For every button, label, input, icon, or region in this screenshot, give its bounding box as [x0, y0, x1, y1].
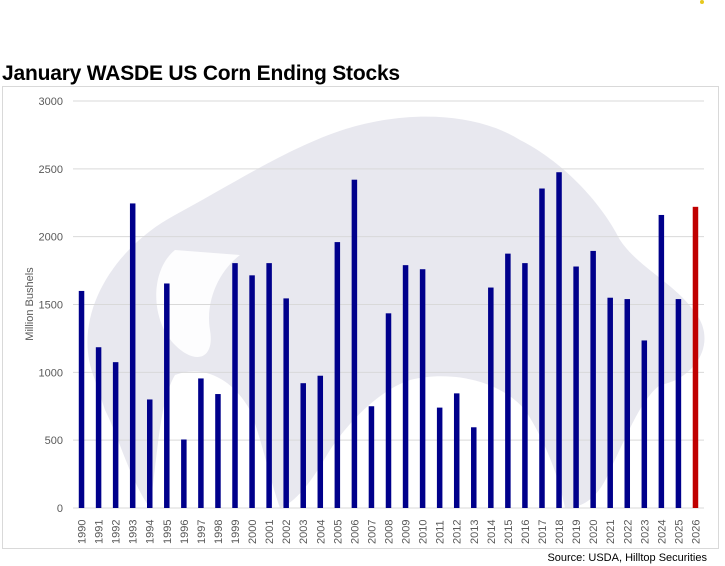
x-tick-label: 2026	[690, 520, 702, 544]
bar-2005	[334, 242, 341, 509]
bar-2015	[505, 253, 511, 508]
x-tick-label: 1990	[77, 520, 89, 544]
bar-2002	[283, 298, 289, 508]
x-tick-label: 2021	[605, 520, 617, 544]
y-tick-label: 2500	[39, 164, 63, 176]
bar-1990	[78, 290, 85, 508]
x-tick-label: 2020	[588, 520, 600, 544]
bar-2008	[385, 313, 392, 508]
x-tick-label: 2014	[486, 520, 498, 544]
bull-silhouette-icon	[87, 116, 705, 508]
source-note: Source: USDA, Hilltop Securities	[547, 552, 707, 564]
x-tick-label: 2002	[281, 520, 293, 544]
bar-1994	[146, 399, 153, 508]
bar-1999	[232, 263, 238, 508]
x-tick-label: 1995	[162, 520, 174, 544]
bar-2022	[624, 299, 631, 508]
x-tick-label: 2022	[622, 520, 634, 544]
bar-2000	[249, 275, 255, 508]
y-tick-label: 2000	[39, 232, 63, 244]
bar-2016	[522, 263, 528, 508]
x-tick-label: 2000	[247, 520, 259, 544]
x-tick-label: 2013	[469, 520, 481, 544]
bar-2007	[368, 406, 375, 508]
bar-1995	[164, 283, 170, 508]
bar-2026	[692, 206, 699, 508]
bar-1991	[95, 347, 102, 508]
corner-dot	[700, 0, 704, 4]
x-tick-label: 2016	[520, 520, 532, 544]
x-tick-label: 2010	[418, 520, 430, 544]
bar-2021	[607, 297, 613, 508]
bar-2006	[351, 179, 358, 509]
y-tick-label: 3000	[39, 96, 63, 108]
y-axis-label: Million Bushels	[24, 267, 36, 341]
bar-1992	[112, 362, 119, 508]
bar-1998	[215, 394, 221, 508]
bar-2004	[317, 375, 324, 508]
bar-1996	[181, 439, 187, 508]
x-tick-label: 1994	[145, 520, 157, 544]
bar-2024	[658, 214, 665, 508]
bar-2018	[556, 172, 562, 508]
bar-1993	[129, 203, 136, 508]
bar-2020	[590, 250, 596, 508]
bar-2013	[471, 427, 477, 508]
x-tick-label: 2017	[537, 520, 549, 544]
x-tick-label: 1993	[128, 520, 140, 544]
x-tick-label: 2015	[503, 520, 515, 544]
x-tick-label: 2019	[571, 520, 583, 544]
y-tick-label: 0	[57, 503, 63, 515]
x-tick-label: 1997	[196, 520, 208, 544]
bar-2003	[300, 383, 306, 508]
bar-2009	[402, 265, 409, 508]
bar-2019	[573, 266, 579, 508]
x-tick-label: 1992	[111, 520, 123, 544]
x-tick-label: 2011	[435, 520, 447, 544]
bar-2011	[436, 407, 443, 508]
bar-2023	[641, 340, 648, 508]
x-tick-label: 2004	[315, 520, 327, 544]
chart-frame	[2, 86, 719, 549]
bull-horn-shape	[156, 250, 240, 357]
x-tick-label: 1996	[179, 520, 191, 544]
bar-2014	[488, 287, 494, 508]
bar-2010	[419, 269, 426, 508]
x-tick-label: 1999	[230, 520, 242, 544]
x-tick-label: 2005	[332, 520, 344, 544]
x-tick-label: 1998	[213, 520, 225, 544]
y-tick-label: 500	[45, 435, 63, 447]
y-tick-label: 1500	[39, 300, 63, 312]
chart-title: January WASDE US Corn Ending Stocks	[2, 62, 400, 85]
x-tick-label: 2006	[349, 520, 361, 544]
x-tick-label: 2023	[639, 520, 651, 544]
x-tick-label: 2003	[298, 520, 310, 544]
x-tick-label: 2025	[673, 520, 685, 544]
x-tick-label: 2009	[401, 520, 413, 544]
x-tick-label: 2012	[452, 520, 464, 544]
bar-2025	[675, 299, 682, 508]
y-tick-label: 1000	[39, 367, 63, 379]
bar-2012	[453, 393, 460, 508]
x-tick-label: 2024	[656, 520, 668, 544]
x-tick-label: 2008	[384, 520, 396, 544]
x-tick-label: 1991	[94, 520, 106, 544]
bull-body-shape	[87, 116, 705, 508]
x-tick-label: 2018	[554, 520, 566, 544]
bar-2001	[266, 263, 272, 508]
bar-1997	[198, 378, 204, 508]
x-tick-label: 2007	[366, 520, 378, 544]
bar-2017	[539, 188, 545, 508]
x-tick-label: 2001	[264, 520, 276, 544]
